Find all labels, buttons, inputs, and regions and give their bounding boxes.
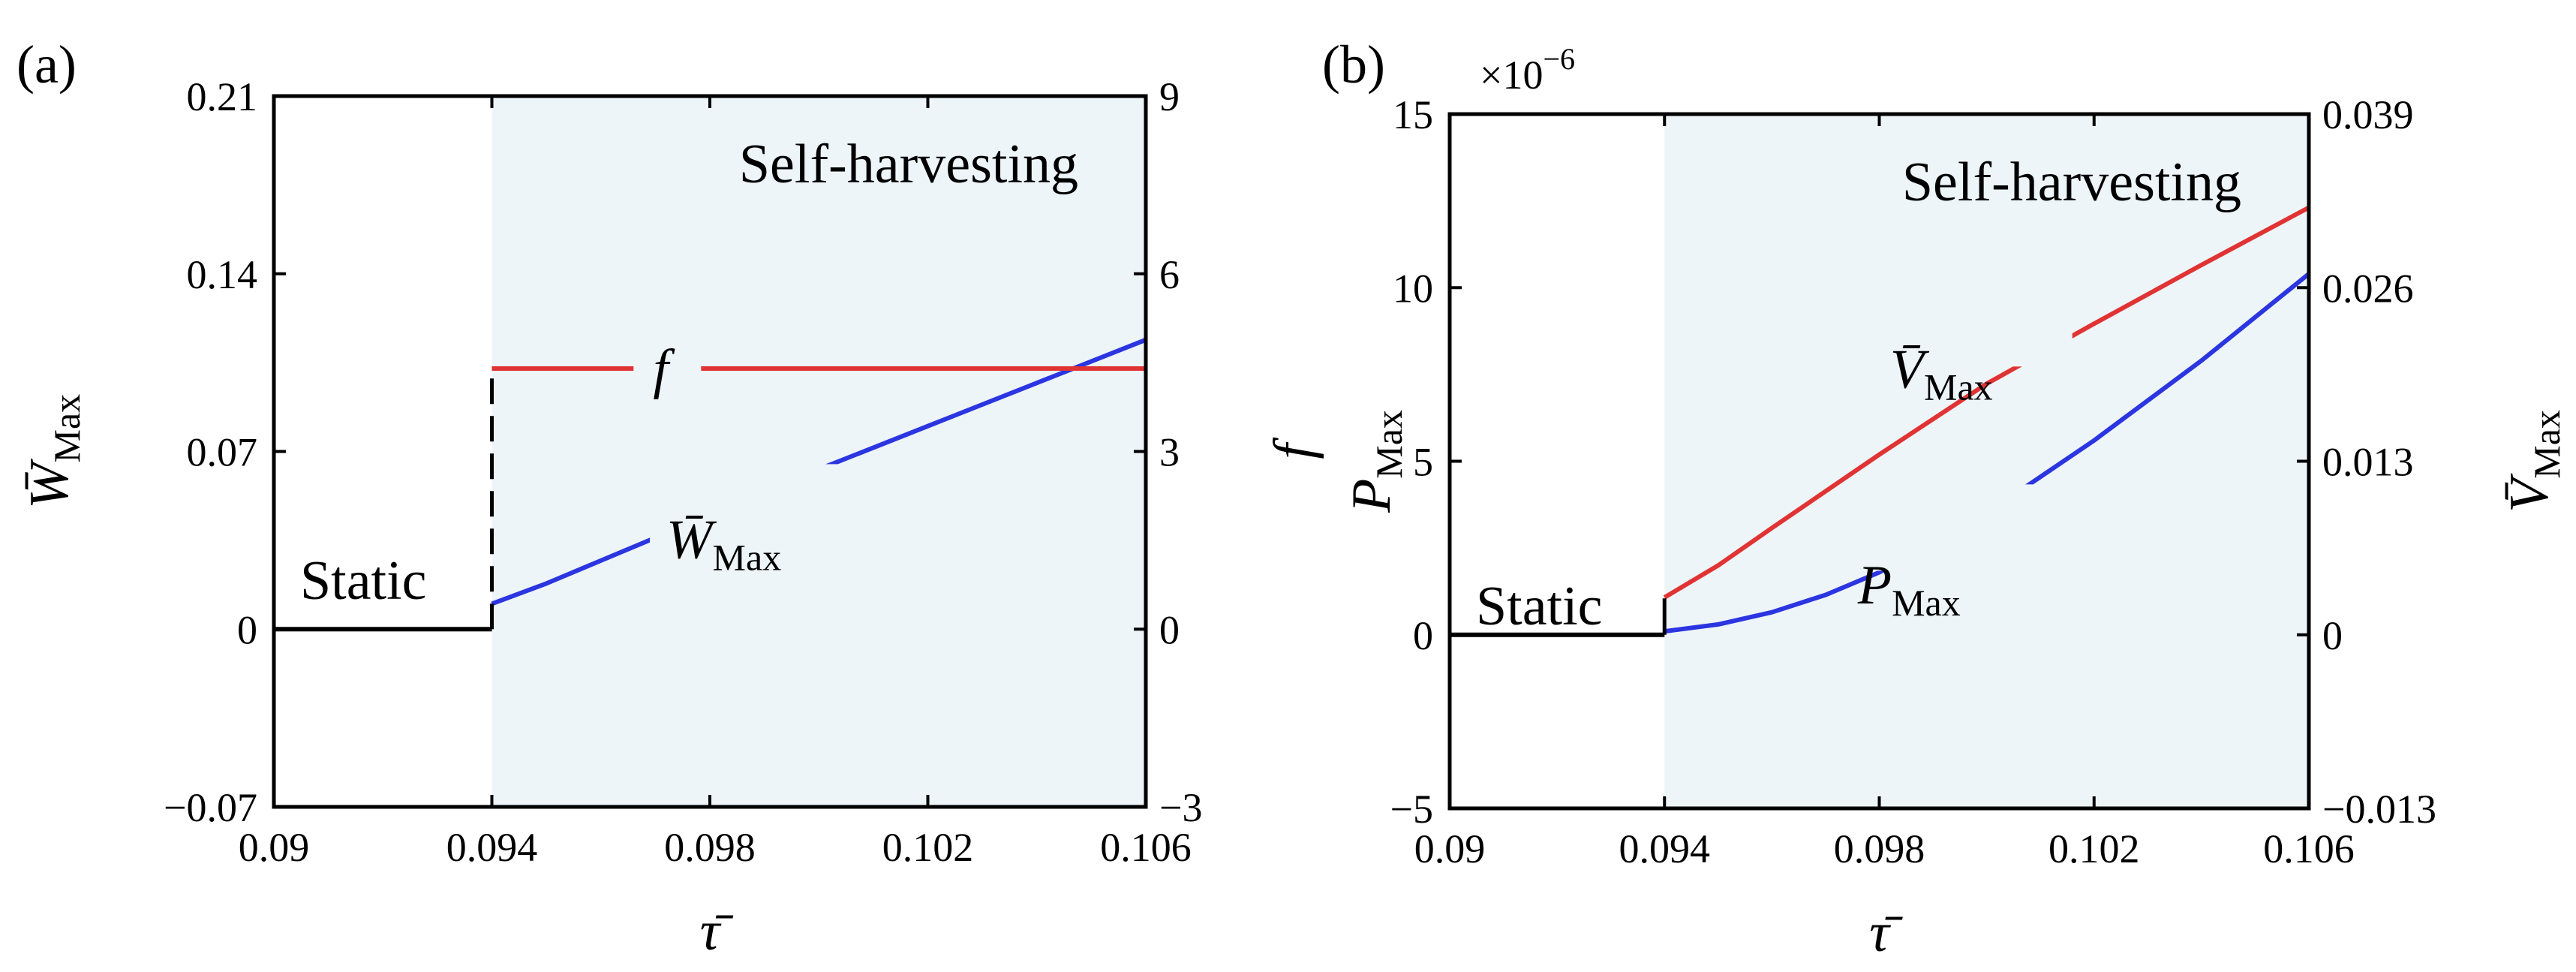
x-axis-title: τ̄ (1869, 902, 1903, 964)
y-right-tick-label: 3 (1159, 430, 1180, 475)
p-curve-label: PMax (1857, 555, 1961, 624)
y-right-tick-label: −0.013 (2322, 787, 2436, 832)
y-left-tick-label: 0.07 (187, 430, 258, 475)
y-right-title-main: V̄ (2499, 473, 2560, 513)
series-line-right (1663, 205, 2310, 600)
p-label-bg (1852, 484, 2040, 571)
x-tick-label: 0.098 (1834, 826, 1925, 871)
y-left-title-main: P (1341, 479, 1402, 513)
w-curve-label: W̄Max (666, 510, 781, 579)
harvest-region (491, 96, 1146, 807)
p-curve-label-main: P (1857, 555, 1892, 616)
f-label-bg (633, 339, 702, 399)
p-curve-label-sub: Max (1892, 582, 1961, 624)
y-left-tick-label: −5 (1390, 787, 1433, 832)
x-tick-label: 0.094 (1619, 826, 1711, 871)
y-right-title: V̄Max (2499, 410, 2568, 513)
y-left-tick-label: 0 (237, 607, 257, 652)
x-tick-label: 0.102 (2048, 826, 2140, 871)
y-right-tick-label: 0.013 (2322, 440, 2414, 485)
v-curve-label-sub: Max (1924, 366, 1993, 408)
v-curve-label: V̄Max (1890, 339, 1993, 408)
y-left-tick-label: 15 (1393, 92, 1433, 137)
y-left-title-group: W̄Max (19, 394, 88, 509)
x-tick-label: 0.106 (2263, 826, 2355, 871)
y-left-tick-label: −0.07 (164, 785, 257, 830)
y-right-tick-label: 0 (1159, 607, 1180, 652)
w-curve-label-sub: Max (713, 537, 782, 579)
y-left-title-group: PMax (1341, 410, 1410, 513)
y-left-title-main: W̄ (19, 458, 80, 509)
w-curve-label-main: W̄ (666, 510, 717, 571)
y-left-title: W̄Max (19, 394, 88, 509)
scale-note-base: ×10 (1480, 53, 1543, 98)
x-tick-label: 0.102 (882, 825, 974, 870)
harvest-label: Self-harvesting (1902, 152, 2241, 213)
y-left-title-sub: Max (46, 394, 88, 463)
harvest-label: Self-harvesting (739, 134, 1078, 195)
panel-a: 0.09 0.094 0.098 0.102 0.106 −0.07 0 0.07 0.14 0.… (17, 35, 1324, 962)
panel-label: (b) (1322, 35, 1385, 95)
y-left-tick-label: 0.14 (187, 252, 258, 297)
scale-note: ×10−6 (1480, 42, 1575, 98)
y-right-tick-label: 0.039 (2322, 92, 2414, 137)
y-left-tick-label: 0.21 (187, 74, 258, 119)
v-curve-label-main: V̄ (1890, 339, 1930, 401)
static-label: Static (300, 550, 427, 612)
series-line-left (1664, 272, 2310, 634)
y-right-title-sub: Max (2526, 410, 2568, 479)
y-right-title-group: f (1263, 437, 1324, 459)
y-right-tick-label: 6 (1159, 252, 1180, 297)
harvest-region (1664, 114, 2309, 808)
y-right-tick-label: 0 (2322, 613, 2343, 658)
static-label: Static (1476, 576, 1603, 637)
x-tick-label: 0.09 (239, 825, 310, 870)
y-right-tick-label: 9 (1159, 74, 1180, 119)
y-left-tick-label: 0 (1413, 613, 1433, 658)
y-right-tick-label: −3 (1159, 785, 1202, 830)
y-left-title: PMax (1341, 410, 1410, 513)
x-axis-title: τ̄ (700, 901, 734, 962)
y-right-title-group: V̄Max (2499, 410, 2568, 513)
x-tick-label: 0.106 (1100, 825, 1192, 870)
y-right-title: f (1263, 437, 1324, 459)
x-tick-label: 0.09 (1414, 826, 1486, 871)
x-tick-label: 0.094 (446, 825, 538, 870)
y-left-title-sub: Max (1368, 410, 1410, 479)
x-tick-label: 0.098 (664, 825, 756, 870)
panel-b: 0.09 0.094 0.098 0.102 0.106 −5 0 5 10 15 −0.013 0 0… (1322, 35, 2568, 964)
y-left-tick-label: 10 (1393, 266, 1433, 311)
scale-note-exp: −6 (1543, 42, 1575, 76)
v-label-bg (1884, 280, 2073, 367)
panel-label: (a) (17, 35, 77, 95)
w-label-bg (650, 464, 846, 547)
y-left-tick-label: 5 (1413, 440, 1433, 485)
y-right-tick-label: 0.026 (2322, 266, 2414, 311)
